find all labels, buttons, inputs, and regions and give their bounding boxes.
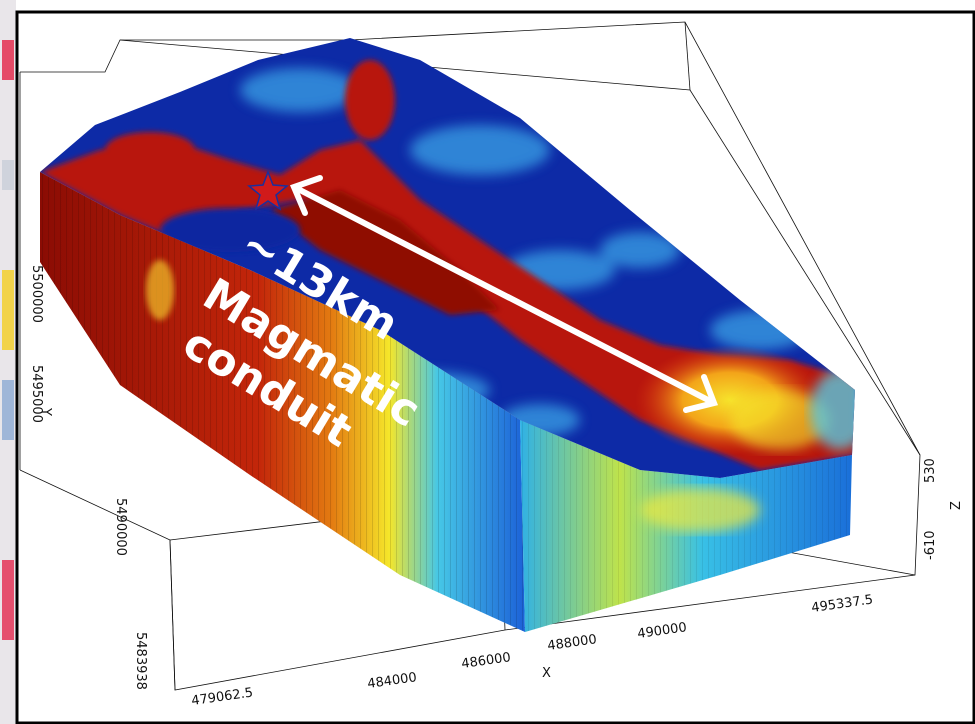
- block-side-wall: [40, 172, 525, 632]
- y-tick-label: 5495000: [29, 365, 44, 423]
- y-tick-label: 5500000: [29, 265, 44, 323]
- x-axis: 479062.5 484000 486000 488000 490000 495…: [190, 592, 874, 708]
- z-axis-title: Z: [949, 501, 964, 510]
- x-tick-label: 490000: [636, 620, 687, 642]
- z-axis: 530 -610 Z: [923, 458, 964, 560]
- star-icon: [247, 169, 289, 211]
- y-axis: 5500000 5495000 5490000 5483938 Y: [29, 265, 148, 690]
- x-axis-title: X: [542, 666, 551, 681]
- block-end-wall: [520, 420, 852, 632]
- y-tick-label: 5490000: [113, 498, 128, 556]
- x-tick-label: 486000: [460, 650, 511, 672]
- double-headed-arrow-icon: [289, 175, 719, 413]
- z-tick-label: 530: [923, 458, 938, 483]
- left-edge-strip: [0, 0, 16, 724]
- y-tick-label: 5483938: [133, 632, 148, 690]
- y-axis-title: Y: [38, 407, 53, 416]
- z-tick-label: -610: [923, 530, 938, 560]
- x-tick-label: 488000: [546, 632, 597, 654]
- x-tick-label: 484000: [366, 670, 417, 692]
